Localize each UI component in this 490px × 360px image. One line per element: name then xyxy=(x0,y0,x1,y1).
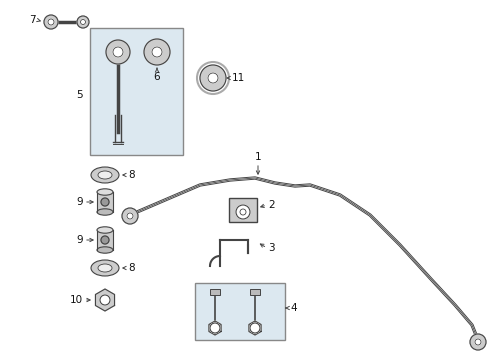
Bar xyxy=(229,198,257,222)
Polygon shape xyxy=(96,289,115,311)
Bar xyxy=(90,28,183,155)
Ellipse shape xyxy=(98,264,112,272)
Ellipse shape xyxy=(91,260,119,276)
Circle shape xyxy=(250,323,260,333)
Polygon shape xyxy=(209,321,221,335)
Circle shape xyxy=(122,208,138,224)
Circle shape xyxy=(106,40,130,64)
Text: 11: 11 xyxy=(232,73,245,83)
Text: 1: 1 xyxy=(255,152,261,162)
Text: 2: 2 xyxy=(268,200,274,210)
Bar xyxy=(210,289,220,295)
Circle shape xyxy=(101,198,109,206)
Polygon shape xyxy=(249,321,261,335)
Text: 9: 9 xyxy=(76,235,83,245)
Ellipse shape xyxy=(97,227,113,233)
Text: 6: 6 xyxy=(154,72,160,82)
Circle shape xyxy=(127,213,133,219)
Text: 7: 7 xyxy=(29,15,36,25)
Ellipse shape xyxy=(91,167,119,183)
Text: 4: 4 xyxy=(290,303,296,313)
Circle shape xyxy=(77,16,89,28)
Circle shape xyxy=(48,19,54,25)
Circle shape xyxy=(100,295,110,305)
Text: 8: 8 xyxy=(128,170,135,180)
Text: 8: 8 xyxy=(128,263,135,273)
Circle shape xyxy=(144,39,170,65)
Ellipse shape xyxy=(97,209,113,215)
Circle shape xyxy=(80,19,85,24)
Circle shape xyxy=(236,205,250,219)
Circle shape xyxy=(101,236,109,244)
Text: 5: 5 xyxy=(76,90,83,100)
Circle shape xyxy=(152,47,162,57)
Ellipse shape xyxy=(98,171,112,179)
Text: 10: 10 xyxy=(70,295,83,305)
Bar xyxy=(97,230,113,250)
Bar xyxy=(97,192,113,212)
Ellipse shape xyxy=(97,189,113,195)
Text: 9: 9 xyxy=(76,197,83,207)
Bar xyxy=(195,283,285,340)
Text: 3: 3 xyxy=(268,243,274,253)
Circle shape xyxy=(210,323,220,333)
Circle shape xyxy=(240,209,246,215)
Circle shape xyxy=(470,334,486,350)
Circle shape xyxy=(200,65,226,91)
Circle shape xyxy=(475,339,481,345)
Bar xyxy=(250,289,260,295)
Circle shape xyxy=(44,15,58,29)
Circle shape xyxy=(113,47,123,57)
Circle shape xyxy=(208,73,218,83)
Ellipse shape xyxy=(97,247,113,253)
